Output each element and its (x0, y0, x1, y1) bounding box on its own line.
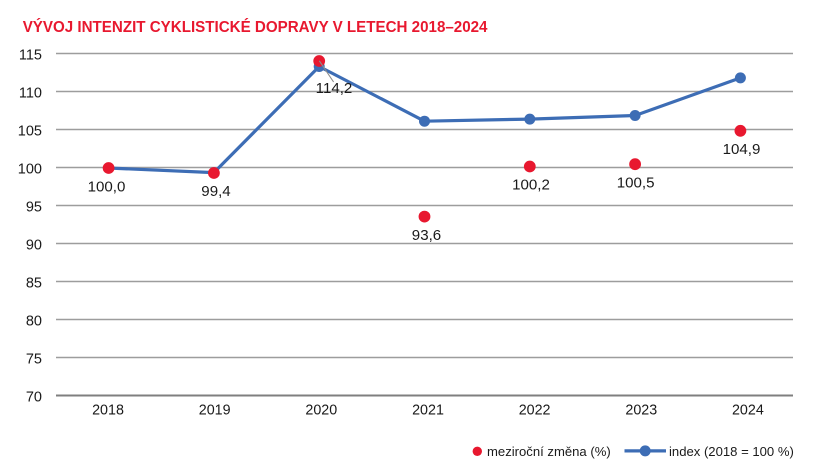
svg-text:104,9: 104,9 (723, 141, 761, 158)
svg-text:meziroční změna (%): meziroční změna (%) (487, 444, 611, 459)
svg-text:2023: 2023 (625, 403, 657, 419)
svg-text:105: 105 (18, 123, 42, 139)
svg-text:95: 95 (26, 199, 42, 215)
svg-text:90: 90 (26, 237, 42, 253)
svg-text:VÝVOJ INTENZIT CYKLISTICKÉ DOP: VÝVOJ INTENZIT CYKLISTICKÉ DOPRAVY V LET… (23, 18, 488, 36)
svg-text:110: 110 (19, 85, 42, 101)
svg-text:99,4: 99,4 (201, 183, 230, 200)
svg-text:100,0: 100,0 (88, 178, 126, 195)
svg-text:70: 70 (26, 389, 42, 405)
svg-text:93,6: 93,6 (412, 227, 441, 244)
svg-text:2022: 2022 (519, 403, 551, 419)
svg-text:100: 100 (18, 161, 42, 177)
svg-text:2019: 2019 (199, 403, 231, 419)
svg-text:100,2: 100,2 (512, 177, 550, 194)
svg-text:80: 80 (26, 313, 42, 329)
svg-text:115: 115 (19, 47, 42, 63)
svg-text:2020: 2020 (305, 403, 337, 419)
svg-text:2018: 2018 (92, 403, 124, 419)
svg-text:114,2: 114,2 (316, 80, 353, 97)
svg-text:100,5: 100,5 (617, 175, 655, 192)
svg-text:2021: 2021 (412, 403, 444, 419)
svg-text:85: 85 (26, 275, 42, 291)
svg-text:index (2018 = 100 %): index (2018 = 100 %) (669, 444, 794, 459)
svg-text:2024: 2024 (732, 403, 764, 419)
svg-text:75: 75 (26, 351, 42, 367)
